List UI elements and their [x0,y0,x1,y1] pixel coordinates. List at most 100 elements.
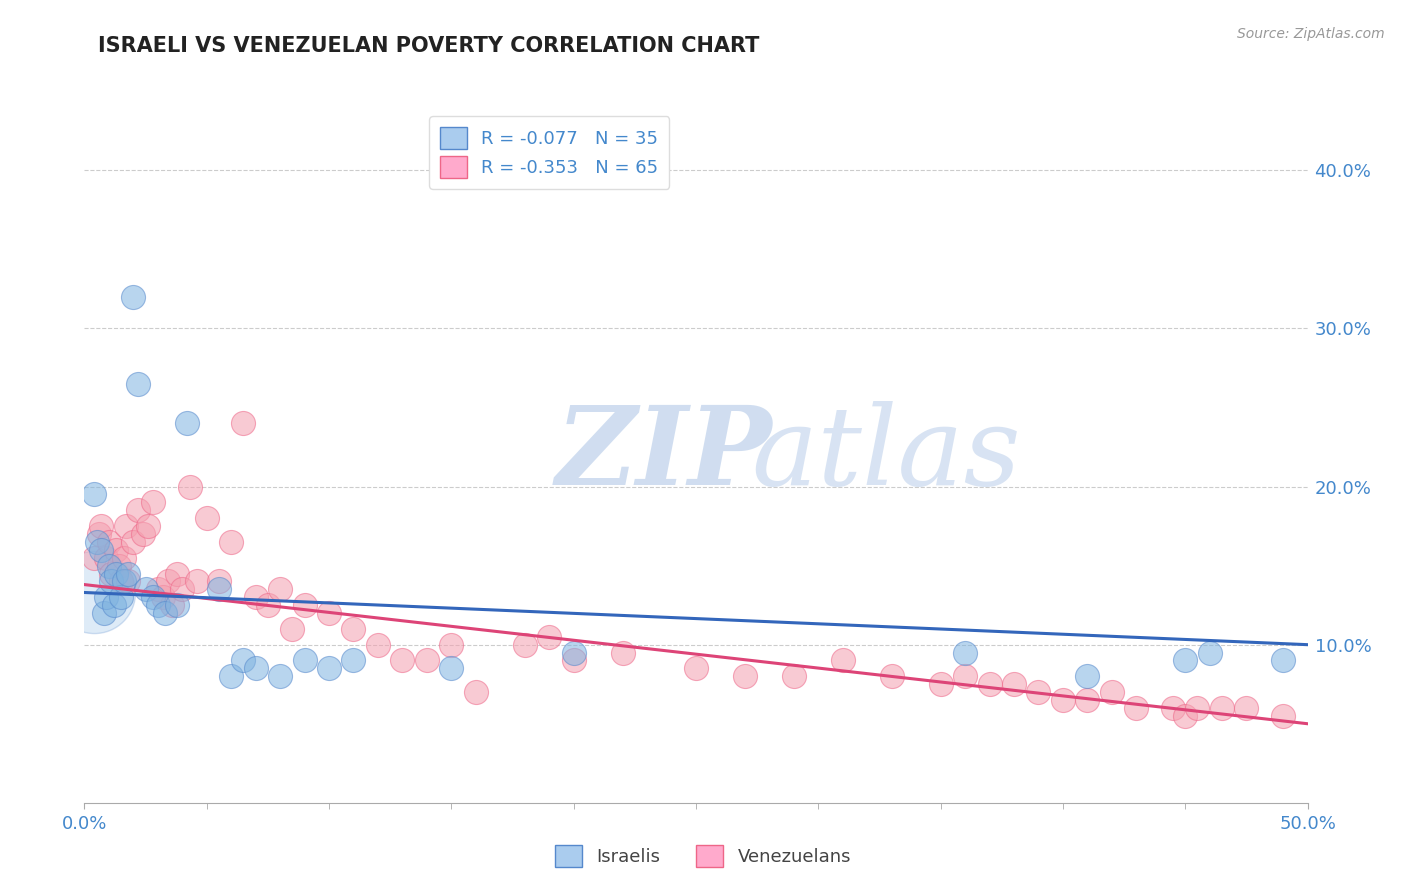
Point [831,653,853,667]
Point [1272,708,1295,723]
Point [90,542,112,557]
Point [342,622,364,636]
Point [152,591,174,605]
Point [269,669,291,683]
Point [162,598,184,612]
Point [127,503,149,517]
Point [97,558,120,573]
Point [172,582,194,597]
Point [87,527,110,541]
Point [294,598,316,612]
Point [96,591,118,605]
Point [783,669,806,683]
Point [1028,685,1050,699]
Point [105,566,128,581]
Text: ISRAELI VS VENEZUELAN POVERTY CORRELATION CHART: ISRAELI VS VENEZUELAN POVERTY CORRELATIO… [98,36,759,55]
Point [179,479,201,493]
Point [367,638,389,652]
Point [96,550,118,565]
Point [1161,701,1184,715]
Text: ZIP: ZIP [555,401,772,508]
Text: atlas: atlas [751,401,1021,508]
Point [257,598,280,612]
Point [110,591,132,605]
Legend: Israelis, Venezuelans: Israelis, Venezuelans [547,838,859,874]
Point [1187,701,1209,715]
Point [176,417,198,431]
Point [107,558,129,573]
Point [208,582,231,597]
Point [112,550,135,565]
Point [186,574,208,589]
Point [1076,693,1098,707]
Point [166,598,188,612]
Legend: R = -0.077   N = 35, R = -0.353   N = 65: R = -0.077 N = 35, R = -0.353 N = 65 [429,116,669,189]
Point [90,519,112,533]
Point [1211,701,1233,715]
Point [142,495,165,509]
Point [416,653,439,667]
Point [953,669,976,683]
Point [513,638,536,652]
Point [342,653,364,667]
Point [146,598,169,612]
Point [1125,701,1147,715]
Point [979,677,1001,691]
Point [685,661,707,675]
Point [1076,669,1098,683]
Point [83,550,105,565]
Point [195,511,218,525]
Point [562,646,585,660]
Point [245,661,267,675]
Point [110,574,132,589]
Point [440,638,463,652]
Point [86,534,108,549]
Point [391,653,413,667]
Point [318,661,340,675]
Point [1101,685,1123,699]
Point [232,653,254,667]
Point [612,646,634,660]
Point [136,519,159,533]
Point [153,606,176,620]
Point [281,622,304,636]
Point [156,574,179,589]
Point [166,566,188,581]
Point [83,585,105,599]
Point [1002,677,1025,691]
Point [117,574,139,589]
Point [1174,653,1197,667]
Point [1052,693,1074,707]
Point [93,606,115,620]
Point [232,417,254,431]
Point [103,598,125,612]
Point [1174,708,1197,723]
Point [127,376,149,391]
Point [734,669,756,683]
Point [122,290,145,304]
Point [100,566,122,581]
Point [929,677,952,691]
Point [245,591,267,605]
Point [105,542,128,557]
Point [83,487,105,501]
Point [562,653,585,667]
Point [1198,646,1220,660]
Point [117,566,139,581]
Point [464,685,486,699]
Point [115,519,138,533]
Point [269,582,291,597]
Point [294,653,316,667]
Point [880,669,903,683]
Point [1272,653,1295,667]
Point [219,669,242,683]
Y-axis label: Poverty: Poverty [0,424,8,486]
Point [97,534,120,549]
Point [440,661,463,675]
Point [112,574,135,589]
Point [1236,701,1258,715]
Point [100,574,122,589]
Text: Source: ZipAtlas.com: Source: ZipAtlas.com [1237,27,1385,41]
Point [219,534,242,549]
Point [122,534,145,549]
